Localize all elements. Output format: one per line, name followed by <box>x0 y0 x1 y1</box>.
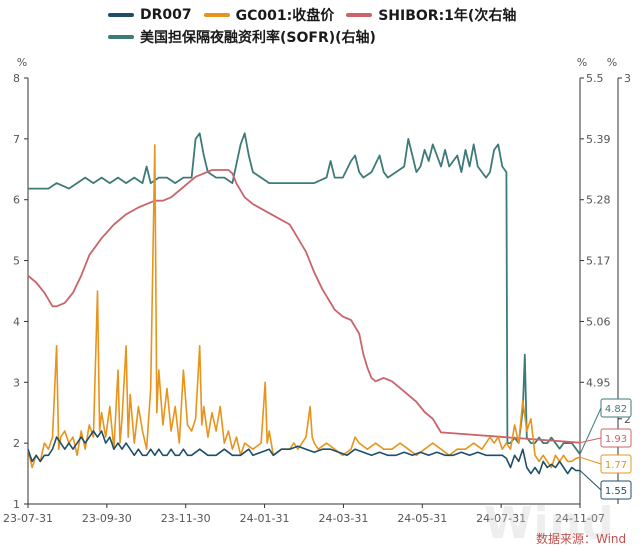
x-tick-label: 24-07-31 <box>476 512 526 525</box>
legend-row-2: 美国担保隔夜融资利率(SOFR)(右轴) <box>108 26 628 48</box>
legend-label-gc001: GC001:收盘价 <box>235 8 335 24</box>
legend-item-sofr: 美国担保隔夜融资利率(SOFR)(右轴) <box>108 27 376 47</box>
y-right-tick-label: 5.06 <box>586 315 611 328</box>
y-right-tick-label: 4.95 <box>586 376 611 389</box>
source-note: 数据来源：Wind <box>536 532 627 546</box>
last-value-label-1: 1.93 <box>605 434 627 445</box>
y-left-tick-label: 4 <box>13 315 20 328</box>
y-right2-tick-label: 2 <box>624 413 631 426</box>
watermark-logo: Wind <box>484 498 615 549</box>
x-tick-label: 23-07-31 <box>3 512 53 525</box>
y-left-tick-label: 8 <box>13 72 20 85</box>
y-left-tick-label: 2 <box>13 437 20 450</box>
series-line-2 <box>27 144 581 469</box>
y-right2-unit: % <box>607 56 617 69</box>
legend-swatch-dr007 <box>108 13 134 17</box>
last-value-leader-3 <box>579 470 602 491</box>
y-right-unit: % <box>577 56 587 69</box>
last-value-leader-2 <box>579 456 602 465</box>
x-tick-label: 24-01-31 <box>240 512 290 525</box>
y-left-tick-label: 1 <box>13 498 20 511</box>
y-left-tick-label: 3 <box>13 376 20 389</box>
y-right-tick-label: 5.17 <box>586 255 611 268</box>
x-tick-label: 24-03-31 <box>318 512 368 525</box>
legend-item-shibor: SHIBOR:1年(次右轴 <box>346 5 516 25</box>
x-tick-label: 23-11-30 <box>161 512 211 525</box>
legend-label-sofr: 美国担保隔夜融资利率(SOFR)(右轴) <box>140 30 376 46</box>
x-tick-label: 23-09-30 <box>82 512 132 525</box>
legend-row-1: DR007 GC001:收盘价 SHIBOR:1年(次右轴 <box>108 4 628 26</box>
series-line-1 <box>27 169 581 444</box>
series-line-3 <box>27 430 580 475</box>
y-right-tick-label: 5.5 <box>586 72 604 85</box>
last-value-leader-1 <box>579 437 602 444</box>
legend-swatch-sofr <box>108 35 134 39</box>
legend-label-shibor: SHIBOR:1年(次右轴 <box>378 8 517 24</box>
legend-swatch-shibor <box>346 13 373 17</box>
legend-label-dr007: DR007 <box>140 7 192 23</box>
y-right-tick-label: 5.28 <box>586 194 611 207</box>
last-value-leader-0 <box>579 407 602 455</box>
legend-item-dr007: DR007 <box>108 7 192 23</box>
y-right2-tick-label: 3 <box>624 72 631 85</box>
last-value-label-0: 4.82 <box>605 404 627 415</box>
legend-item-gc001: GC001:收盘价 <box>203 5 335 25</box>
y-left-tick-label: 6 <box>13 194 20 207</box>
series-line-0 <box>28 132 581 455</box>
y-left-tick-label: 5 <box>13 255 20 268</box>
last-value-label-2: 1.77 <box>605 460 627 471</box>
x-tick-label: 24-11-07 <box>555 512 605 525</box>
last-value-label-3: 1.55 <box>605 486 627 497</box>
y-left-tick-label: 7 <box>13 133 20 146</box>
y-right-tick-label: 5.39 <box>586 133 611 146</box>
x-tick-label: 24-05-31 <box>397 512 447 525</box>
legend: DR007 GC001:收盘价 SHIBOR:1年(次右轴 美国担保隔夜融资利率… <box>108 4 628 48</box>
y-left-unit: % <box>17 56 27 69</box>
legend-swatch-gc001 <box>203 13 230 17</box>
